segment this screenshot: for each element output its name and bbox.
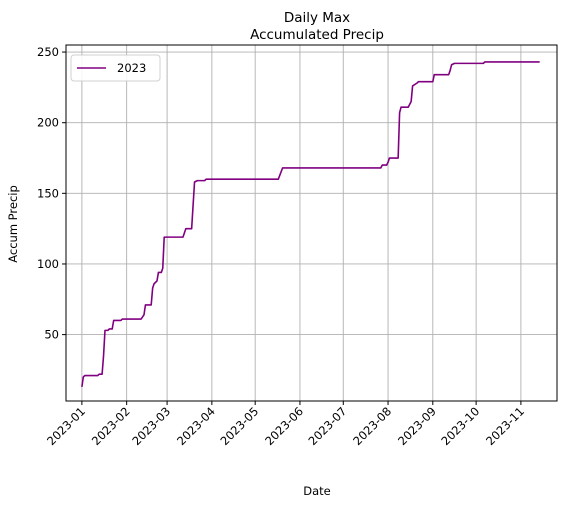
y-axis-ticks: 50 100 150 200 250 [37,45,66,342]
x-axis-label: Date [303,484,331,498]
x-tick-label: 2023-01 [44,404,88,448]
series-layer [81,61,540,387]
y-axis-label: Accum Precip [6,185,20,263]
x-tick-label: 2023-11 [483,404,527,448]
y-tick-label: 200 [37,116,59,130]
y-tick-label: 50 [44,328,59,342]
plot-area-frame [65,44,558,402]
legend-label-2023: 2023 [117,61,146,75]
x-tick-label: 2023-09 [395,404,439,448]
legend-frame [70,54,161,82]
y-tick-label: 150 [37,186,59,200]
series-line-2023 [81,61,540,387]
y-tick-label: 250 [37,45,59,59]
x-tick-label: 2023-02 [89,404,133,448]
chart-title: Daily Max Accumulated Precip [250,10,384,43]
x-tick-label: 2023-08 [350,404,394,448]
y-gridlines [66,51,557,336]
y-tick-label: 100 [37,257,59,271]
x-tick-label: 2023-07 [306,404,350,448]
chart-title-line-1: Daily Max [284,10,350,26]
x-tick-label: 2023-10 [438,404,482,448]
x-tick-label: 2023-06 [262,404,306,448]
x-gridlines [81,45,522,401]
x-tick-label: 2023-03 [129,404,173,448]
legend: 2023 [70,54,161,82]
chart-title-line-2: Accumulated Precip [250,27,384,43]
x-tick-label: 2023-05 [217,404,261,448]
x-tick-label: 2023-04 [174,404,218,448]
